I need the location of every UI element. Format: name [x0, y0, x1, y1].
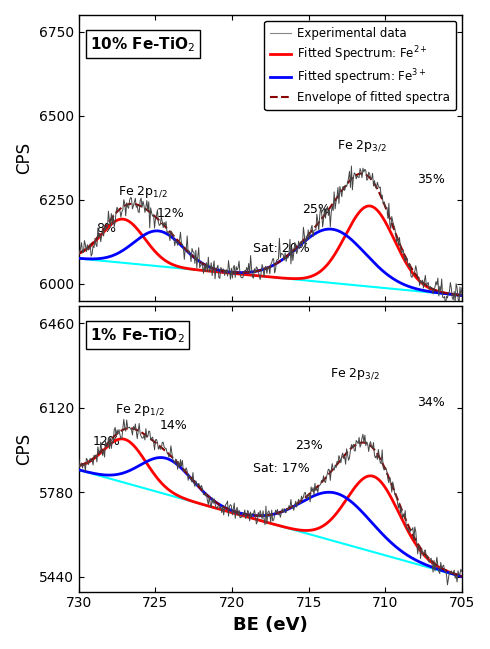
Text: Fe 2p$_{3/2}$: Fe 2p$_{3/2}$	[330, 367, 379, 382]
Legend: Experimental data, Fitted Spectrum: Fe$^{2+}$, Fitted spectrum: Fe$^{3+}$, Envel: Experimental data, Fitted Spectrum: Fe$^…	[264, 21, 456, 110]
Text: 14%: 14%	[160, 419, 188, 432]
Y-axis label: CPS: CPS	[15, 433, 33, 465]
Text: Sat: 20%: Sat: 20%	[253, 242, 309, 255]
Text: Fe 2p$_{1/2}$: Fe 2p$_{1/2}$	[118, 184, 168, 200]
Text: 12%: 12%	[157, 206, 185, 219]
Text: Fe 2p$_{3/2}$: Fe 2p$_{3/2}$	[338, 138, 387, 154]
Text: 23%: 23%	[294, 439, 322, 452]
Text: Sat: 17%: Sat: 17%	[253, 462, 309, 475]
Text: 10% Fe-TiO$_2$: 10% Fe-TiO$_2$	[90, 35, 196, 54]
Text: 25%: 25%	[302, 203, 330, 216]
Text: 8%: 8%	[96, 222, 116, 235]
Text: 34%: 34%	[417, 397, 445, 410]
Y-axis label: CPS: CPS	[15, 141, 33, 174]
X-axis label: BE (eV): BE (eV)	[233, 616, 308, 634]
Text: Fe 2p$_{1/2}$: Fe 2p$_{1/2}$	[115, 402, 165, 418]
Text: 35%: 35%	[417, 173, 445, 186]
Text: 12%: 12%	[93, 435, 120, 448]
Text: 1% Fe-TiO$_2$: 1% Fe-TiO$_2$	[90, 326, 185, 345]
